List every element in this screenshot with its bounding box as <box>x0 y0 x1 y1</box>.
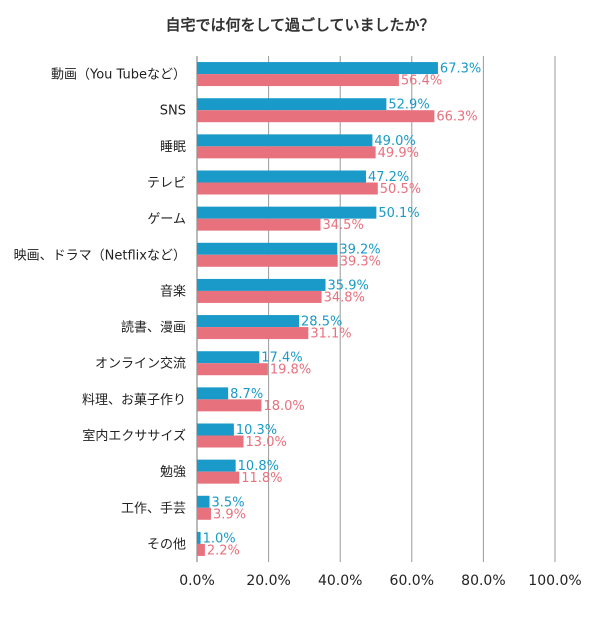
bar-series-1 <box>197 351 260 364</box>
data-label-series-1: 47.2% <box>368 170 409 185</box>
x-tick-label: 80.0% <box>461 573 505 589</box>
data-label-series-1: 28.5% <box>301 315 342 330</box>
data-label-series-1: 17.4% <box>261 351 302 366</box>
category-label: 音楽 <box>160 283 186 299</box>
data-label-series-1: 49.0% <box>374 134 415 149</box>
data-label-series-2: 3.9% <box>213 507 246 522</box>
data-label-series-1: 39.2% <box>339 242 380 257</box>
x-tick-label: 100.0% <box>528 573 581 589</box>
data-label-series-1: 10.3% <box>236 423 277 438</box>
bar-series-1 <box>197 531 201 544</box>
category-label: オンライン交流 <box>95 356 186 372</box>
bar-series-1 <box>197 315 300 328</box>
category-label: 料理、お菓子作り <box>82 393 186 408</box>
bar-series-2 <box>197 218 321 231</box>
data-label-series-2: 49.9% <box>378 146 419 161</box>
bar-series-1 <box>197 134 373 147</box>
category-label: 勉強 <box>160 465 186 480</box>
data-label-series-1: 1.0% <box>203 531 236 546</box>
bar-series-1 <box>197 98 387 111</box>
category-label: 動画（You Tubeなど） <box>51 68 186 83</box>
category-label: 工作、手芸 <box>121 500 186 516</box>
data-label-series-2: 66.3% <box>436 110 477 125</box>
category-label: その他 <box>147 537 186 552</box>
data-label-series-2: 18.0% <box>263 399 304 414</box>
data-label-series-1: 3.5% <box>212 495 245 510</box>
data-label-series-2: 39.3% <box>340 254 381 269</box>
data-label-series-2: 50.5% <box>380 182 421 197</box>
data-label-series-1: 10.8% <box>238 459 279 474</box>
category-label: 読書、漫画 <box>121 320 186 336</box>
category-label: 映画、ドラマ（Netflixなど） <box>14 248 186 263</box>
category-label: テレビ <box>147 176 186 191</box>
data-label-series-1: 67.3% <box>440 62 481 77</box>
data-label-series-2: 31.1% <box>310 327 351 342</box>
data-label-series-2: 56.4% <box>401 74 442 89</box>
bar-series-2 <box>197 435 244 448</box>
category-label: 睡眠 <box>160 140 186 155</box>
data-label-series-1: 52.9% <box>388 98 429 113</box>
bar-series-1 <box>197 206 377 219</box>
bar-series-1 <box>197 170 366 183</box>
data-label-series-1: 8.7% <box>230 387 263 402</box>
data-label-series-2: 19.8% <box>270 363 311 378</box>
chart-title: 自宅では何をして過ごしていましたか？ <box>165 16 435 34</box>
bar-series-2 <box>197 471 240 484</box>
bar-series-2 <box>197 327 309 340</box>
bar-series-1 <box>197 242 338 255</box>
bar-series-1 <box>197 495 210 508</box>
bar-series-2 <box>197 399 262 412</box>
x-tick-label: 60.0% <box>390 573 434 589</box>
data-label-series-2: 2.2% <box>207 543 240 558</box>
category-label: ゲーム <box>147 212 186 227</box>
bar-series-2 <box>197 74 399 87</box>
data-label-series-1: 50.1% <box>378 206 419 221</box>
bar-series-1 <box>197 423 234 436</box>
x-tick-label: 40.0% <box>318 573 362 589</box>
x-tick-label: 20.0% <box>246 573 290 589</box>
x-tick-label: 0.0% <box>179 573 215 589</box>
data-label-series-2: 13.0% <box>246 435 287 450</box>
bar-series-2 <box>197 146 376 159</box>
bar-series-2 <box>197 543 205 556</box>
bar-series-2 <box>197 254 338 267</box>
data-label-series-2: 34.8% <box>324 290 365 305</box>
category-label: 室内エクササイズ <box>82 428 186 444</box>
bar-series-2 <box>197 290 322 303</box>
bar-series-2 <box>197 363 268 376</box>
bar-series-1 <box>197 459 236 472</box>
data-label-series-2: 34.5% <box>323 218 364 233</box>
bar-series-1 <box>197 278 326 291</box>
category-label: SNS <box>160 104 186 119</box>
data-label-series-2: 11.8% <box>241 471 282 486</box>
data-label-series-1: 35.9% <box>328 278 369 293</box>
bar-series-2 <box>197 182 378 195</box>
bar-series-2 <box>197 110 435 123</box>
bar-series-1 <box>197 62 438 75</box>
bar-series-2 <box>197 507 211 520</box>
bar-series-1 <box>197 387 229 400</box>
